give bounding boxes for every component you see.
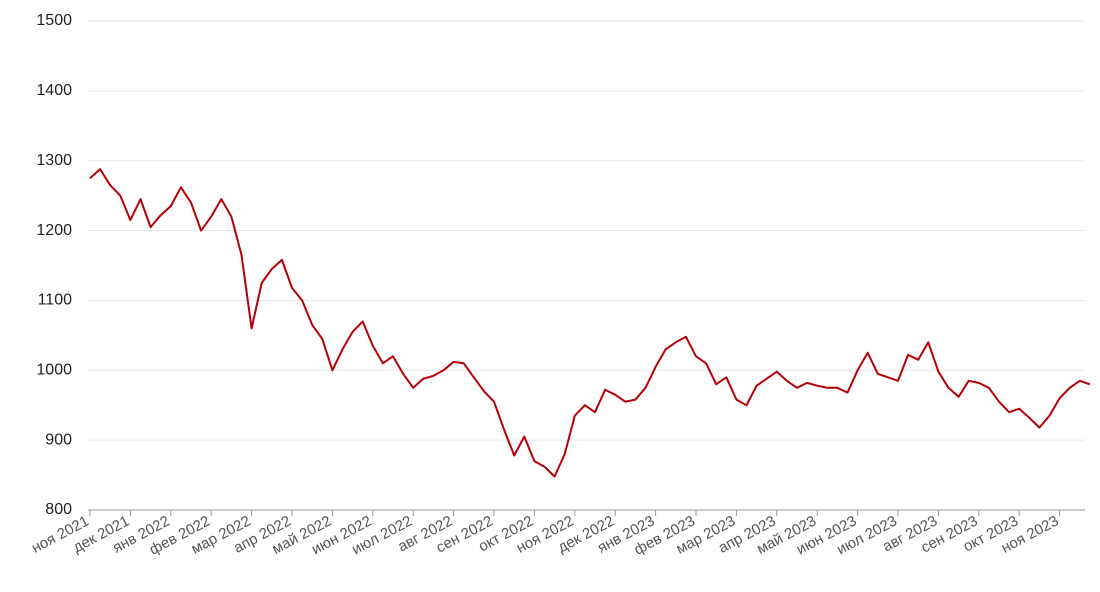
y-tick-label: 1300 — [36, 152, 72, 169]
y-tick-label: 1500 — [36, 12, 72, 29]
y-tick-label: 1000 — [36, 362, 72, 379]
y-tick-label: 1100 — [38, 292, 73, 309]
y-tick-label: 1200 — [36, 222, 72, 239]
y-tick-label: 900 — [45, 431, 72, 448]
line-series — [89, 168, 1091, 478]
y-tick-label: 800 — [45, 501, 72, 518]
y-tick-label: 1400 — [36, 82, 72, 99]
